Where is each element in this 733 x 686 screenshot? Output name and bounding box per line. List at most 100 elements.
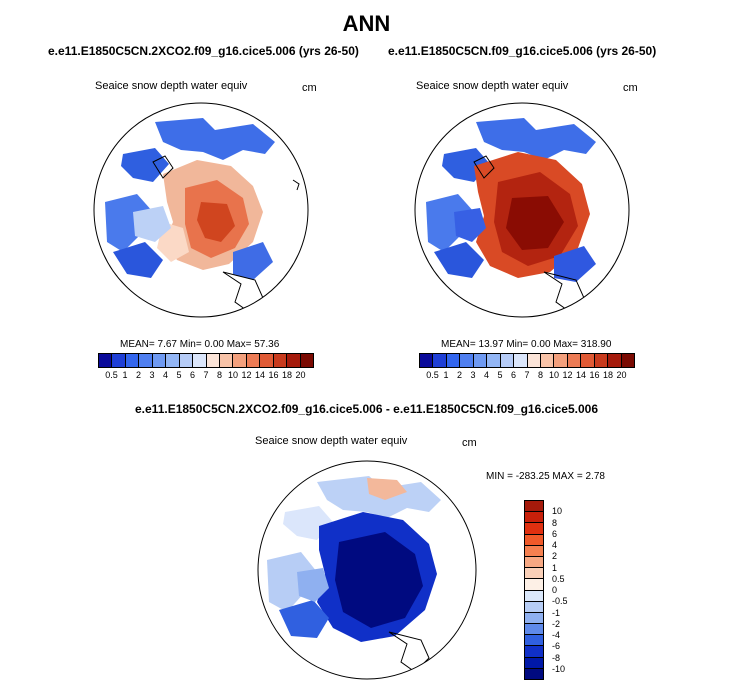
colorbar-tick-label: -6 bbox=[552, 641, 561, 652]
colorbar-swatch bbox=[193, 354, 207, 367]
colorbar-tick-label: 10 bbox=[552, 506, 563, 517]
colorbar-tick-label: 4 bbox=[162, 370, 169, 380]
colorbar-tick-label: 8 bbox=[537, 370, 544, 380]
panel-1-units: cm bbox=[302, 82, 317, 94]
colorbar-swatch bbox=[525, 624, 543, 636]
colorbar-swatch bbox=[540, 354, 555, 367]
colorbar-swatch bbox=[581, 354, 595, 367]
colorbar-tick-label: 16 bbox=[589, 370, 600, 380]
colorbar-tick-label: 12 bbox=[562, 370, 573, 380]
colorbar-tick-label: 14 bbox=[254, 370, 266, 380]
colorbar-swatch bbox=[525, 512, 543, 524]
colorbar-tick-label: 0 bbox=[552, 585, 558, 595]
diff-colorbar-ticks: 10 8 6 4 2 1 0.5 0 -0.5 -1 -2 -4 -6 -8 -10 bbox=[552, 500, 592, 680]
colorbar-swatch bbox=[594, 354, 609, 367]
panel-1-title: e.e11.E1850C5CN.2XCO2.f09_g16.cice5.006 … bbox=[48, 44, 359, 58]
colorbar-swatch bbox=[525, 646, 543, 658]
colorbar-swatch bbox=[525, 579, 543, 591]
colorbar-swatch bbox=[621, 354, 634, 367]
figure-title: ANN bbox=[342, 11, 391, 36]
colorbar-tick-label: -8 bbox=[552, 652, 561, 663]
colorbar-swatch bbox=[525, 545, 543, 557]
colorbar-swatch bbox=[112, 354, 126, 367]
colorbar-tick-label: 0.5 bbox=[426, 370, 439, 380]
diff-title: e.e11.E1850C5CN.2XCO2.f09_g16.cice5.006 … bbox=[135, 402, 598, 416]
diff-stats: MIN = -283.25 MAX = 2.78 bbox=[486, 471, 605, 482]
colorbar-swatch bbox=[420, 354, 434, 367]
colorbar-tick-label: -1 bbox=[552, 607, 561, 618]
colorbar-tick-label: 4 bbox=[483, 370, 490, 380]
panel-1-colorbar bbox=[98, 353, 314, 368]
colorbar-tick-label: 7 bbox=[203, 370, 209, 380]
colorbar-tick-label: 3 bbox=[149, 370, 155, 380]
panel-1-colorbar-ticks: 0.5 1 2 3 4 5 6 7 8 10 12 14 16 18 20 bbox=[98, 370, 314, 382]
diff-variable: Seaice snow depth water equiv bbox=[255, 435, 408, 447]
colorbar-swatch bbox=[433, 354, 447, 367]
colorbar-swatch bbox=[525, 612, 543, 625]
colorbar-swatch bbox=[219, 354, 234, 367]
colorbar-tick-label: -10 bbox=[552, 663, 566, 674]
diff-units: cm bbox=[462, 437, 477, 449]
colorbar-swatch bbox=[99, 354, 113, 367]
colorbar-tick-label: 2 bbox=[456, 370, 463, 380]
colorbar-tick-label: 0.5 bbox=[105, 370, 118, 380]
colorbar-swatch bbox=[525, 568, 543, 580]
colorbar-swatch bbox=[179, 354, 194, 367]
colorbar-tick-label: 1 bbox=[122, 370, 128, 380]
panel-1-stats: MEAN= 7.67 Min= 0.00 Max= 57.36 bbox=[120, 339, 280, 350]
colorbar-tick-label: 18 bbox=[602, 370, 614, 380]
colorbar-swatch bbox=[287, 354, 301, 367]
colorbar-tick-label: 20 bbox=[295, 370, 306, 380]
colorbar-swatch bbox=[125, 354, 140, 367]
colorbar-swatch bbox=[473, 354, 488, 367]
colorbar-tick-label: 1 bbox=[443, 370, 449, 380]
diff-colorbar bbox=[524, 500, 544, 680]
colorbar-tick-label: -4 bbox=[552, 630, 561, 640]
colorbar-swatch bbox=[554, 354, 568, 367]
colorbar-tick-label: 6 bbox=[510, 370, 517, 380]
panel-2-map bbox=[414, 102, 630, 318]
colorbar-tick-label: 6 bbox=[189, 370, 196, 380]
colorbar-swatch bbox=[525, 601, 543, 613]
colorbar-swatch bbox=[206, 354, 220, 367]
colorbar-tick-label: 8 bbox=[552, 517, 558, 528]
colorbar-swatch bbox=[260, 354, 274, 367]
colorbar-swatch bbox=[567, 354, 582, 367]
diff-map bbox=[257, 460, 477, 680]
colorbar-tick-label: 4 bbox=[552, 540, 558, 550]
colorbar-swatch bbox=[300, 354, 313, 367]
colorbar-tick-label: 3 bbox=[470, 370, 476, 380]
colorbar-tick-label: 12 bbox=[241, 370, 252, 380]
colorbar-swatch bbox=[525, 590, 543, 602]
colorbar-tick-label: 5 bbox=[497, 370, 503, 380]
colorbar-tick-label: 20 bbox=[616, 370, 627, 380]
colorbar-tick-label: -2 bbox=[552, 618, 561, 629]
colorbar-swatch bbox=[233, 354, 247, 367]
colorbar-swatch bbox=[525, 657, 543, 669]
colorbar-swatch bbox=[525, 501, 543, 513]
colorbar-tick-label: 1 bbox=[552, 562, 558, 573]
colorbar-tick-label: 14 bbox=[575, 370, 587, 380]
panel-2-units: cm bbox=[623, 82, 638, 94]
colorbar-tick-label: 8 bbox=[216, 370, 223, 380]
colorbar-swatch bbox=[139, 354, 153, 367]
panel-1-variable: Seaice snow depth water equiv bbox=[95, 80, 248, 92]
colorbar-swatch bbox=[166, 354, 180, 367]
panel-2-colorbar bbox=[419, 353, 635, 368]
panel-2-title: e.e11.E1850C5CN.f09_g16.cice5.006 (yrs 2… bbox=[388, 44, 657, 58]
colorbar-tick-label: 10 bbox=[227, 370, 239, 380]
colorbar-tick-label: 6 bbox=[552, 528, 558, 539]
colorbar-tick-label: 7 bbox=[524, 370, 530, 380]
colorbar-swatch bbox=[525, 635, 543, 647]
colorbar-tick-label: 2 bbox=[552, 551, 558, 562]
colorbar-swatch bbox=[527, 354, 541, 367]
colorbar-swatch bbox=[525, 556, 543, 569]
colorbar-tick-label: 18 bbox=[281, 370, 293, 380]
colorbar-swatch bbox=[273, 354, 288, 367]
colorbar-tick-label: 0.5 bbox=[552, 573, 565, 584]
colorbar-swatch bbox=[525, 523, 543, 535]
colorbar-swatch bbox=[608, 354, 622, 367]
panel-2-variable: Seaice snow depth water equiv bbox=[416, 80, 569, 92]
colorbar-swatch bbox=[525, 668, 543, 679]
panel-2-colorbar-ticks: 0.5 1 2 3 4 5 6 7 8 10 12 14 16 18 20 bbox=[419, 370, 635, 382]
